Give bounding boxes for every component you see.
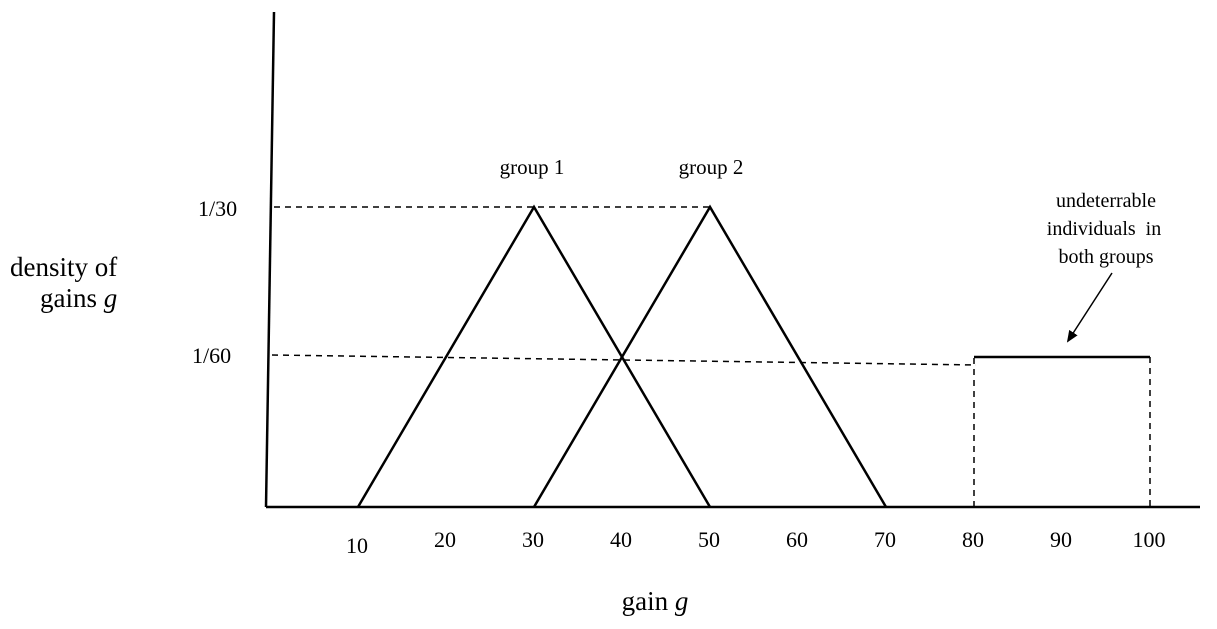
annotation-line-1: undeterrable	[1056, 190, 1156, 212]
x-tick-label-10: 10	[346, 533, 368, 558]
x-tick-label-90: 90	[1050, 527, 1072, 552]
series-line-group-1	[356, 204, 712, 508]
x-tick-label-100: 100	[1133, 527, 1166, 552]
group-2-label: group 2	[679, 155, 744, 179]
series-line-group-2	[532, 204, 888, 508]
x-tick-label-30: 30	[522, 527, 544, 552]
annotation-line-2: individuals in	[1047, 218, 1161, 240]
x-axis-title: gain g	[622, 586, 689, 616]
x-tick-label-20: 20	[434, 527, 456, 552]
density-series	[356, 204, 1151, 508]
annotation-arrow	[1066, 272, 1113, 343]
annotation-line-3: both groups	[1059, 246, 1154, 268]
y-tick-label-1-60: 1/60	[192, 343, 231, 368]
x-tick-label-70: 70	[874, 527, 896, 552]
y-tick-label-1-30: 1/30	[198, 196, 237, 221]
y-axis-title-line-1: density of	[10, 252, 117, 282]
x-tick-labels: 10 20 30 40 50 60 70 80 90 100	[346, 527, 1166, 558]
x-tick-label-80: 80	[962, 527, 984, 552]
x-tick-label-60: 60	[786, 527, 808, 552]
x-tick-label-50: 50	[698, 527, 720, 552]
y-axis-title-line-2: gains g	[40, 283, 117, 313]
y-axis	[264, 11, 276, 508]
group-1-label: group 1	[500, 155, 565, 179]
x-tick-label-40: 40	[610, 527, 632, 552]
